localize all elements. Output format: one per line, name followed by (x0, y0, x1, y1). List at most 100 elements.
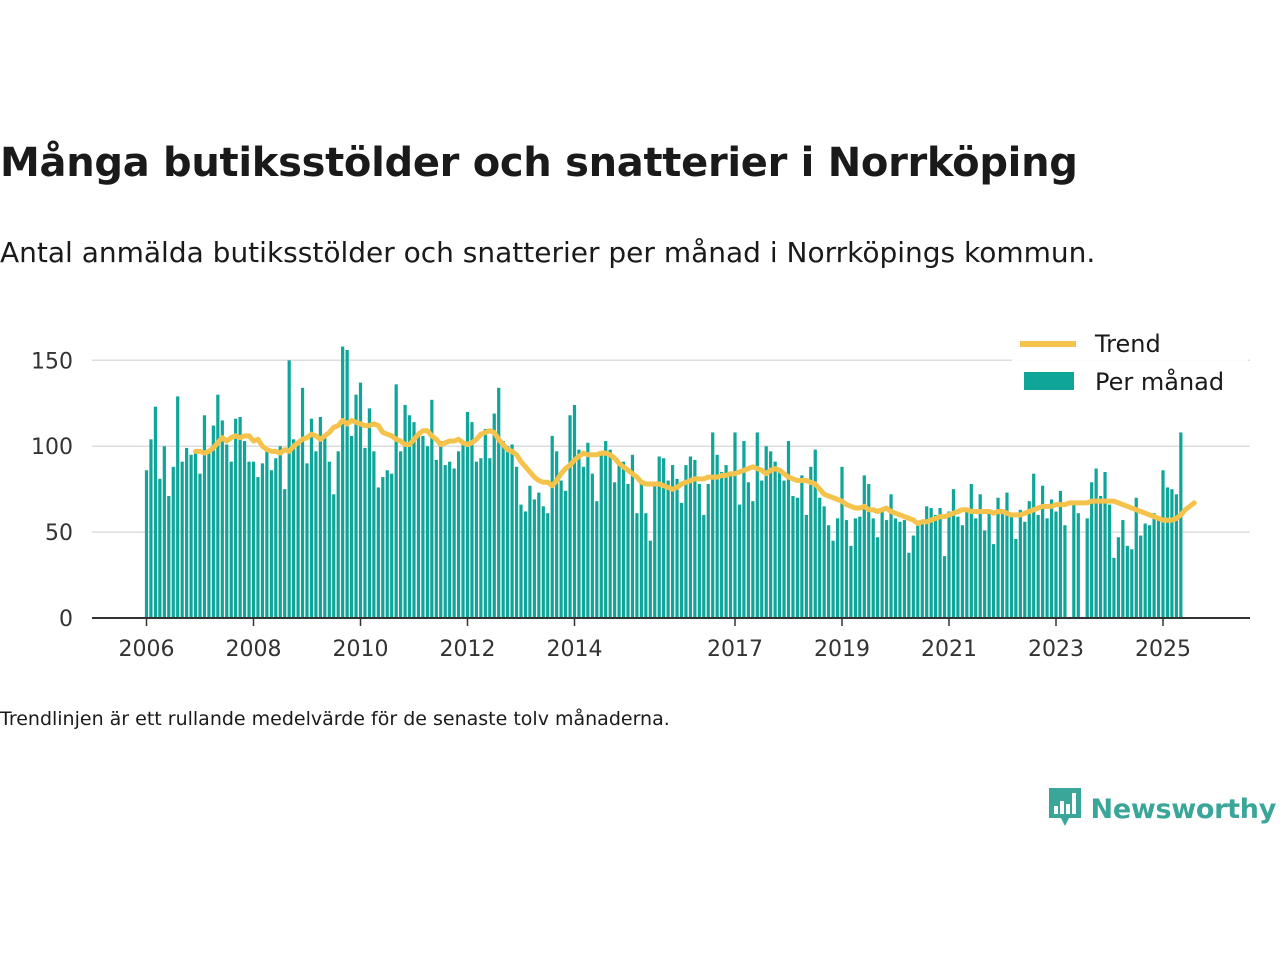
bar (185, 447, 189, 618)
bar (269, 470, 273, 618)
bar (858, 516, 862, 618)
bar (385, 470, 389, 618)
bar (880, 511, 884, 618)
bar (1139, 535, 1143, 618)
bar (256, 477, 260, 618)
bar (193, 451, 198, 618)
bar (925, 506, 929, 618)
bar (653, 484, 657, 618)
bar (773, 461, 777, 618)
bar (795, 497, 800, 618)
bar (336, 451, 340, 618)
bar (991, 544, 996, 618)
bar (403, 404, 407, 618)
bar (483, 429, 487, 618)
bar (314, 451, 318, 618)
bar (506, 446, 510, 618)
bar (283, 489, 287, 618)
bar (876, 537, 880, 618)
bar (581, 466, 586, 618)
x-tick-label: 2023 (1028, 637, 1084, 662)
bar (1090, 482, 1094, 618)
bar (769, 451, 773, 618)
bar (1156, 520, 1161, 618)
bar (416, 434, 421, 618)
bar (153, 406, 158, 618)
bar (265, 447, 269, 618)
bar (501, 441, 505, 618)
bar (225, 444, 229, 618)
bar (630, 454, 635, 618)
bar (176, 396, 180, 618)
bar (425, 446, 429, 618)
bar (300, 387, 305, 618)
bar (853, 518, 857, 618)
bar (323, 434, 327, 618)
bar (983, 530, 987, 618)
bar (1063, 525, 1067, 618)
bar (702, 514, 706, 618)
bar (216, 394, 220, 618)
bar (1054, 511, 1058, 618)
x-tick-label: 2010 (333, 637, 389, 662)
x-tick-label: 2012 (440, 637, 496, 662)
bar (519, 504, 523, 618)
legend: Trend Per månad (1012, 330, 1248, 408)
bar (835, 518, 840, 618)
bar (1143, 523, 1147, 618)
bar (809, 466, 813, 618)
bar (898, 521, 902, 618)
bar (497, 387, 501, 618)
bar (684, 465, 688, 618)
y-tick-label: 50 (45, 521, 73, 546)
x-tick-label: 2019 (814, 637, 870, 662)
bar (942, 556, 947, 618)
bar (1170, 489, 1174, 618)
bar (978, 494, 982, 618)
bar (260, 463, 265, 618)
x-tick-label: 2014 (547, 637, 603, 662)
bar (987, 509, 991, 618)
brand-logo[interactable]: Newsworthy (1047, 786, 1276, 832)
x-tick-label: 2025 (1135, 637, 1191, 662)
bar (934, 514, 938, 618)
bar (862, 475, 866, 618)
bar (590, 473, 594, 618)
bar (229, 461, 233, 618)
bar (1014, 538, 1018, 618)
bar (648, 540, 652, 618)
bar (1023, 521, 1027, 618)
x-tick-label: 2008 (226, 637, 282, 662)
bar (760, 480, 764, 618)
bar (1085, 518, 1089, 618)
y-tick-label: 0 (59, 607, 73, 632)
bar (202, 415, 207, 618)
bar (960, 525, 964, 618)
bar (733, 432, 737, 618)
bar (1165, 487, 1170, 618)
bar (724, 465, 728, 618)
bars (144, 346, 1183, 618)
bar (844, 520, 849, 618)
bar (670, 465, 675, 618)
bar (831, 540, 835, 618)
bar (938, 508, 942, 618)
bar (742, 441, 746, 618)
bar (822, 506, 826, 618)
bar (947, 511, 951, 618)
bar (220, 420, 224, 618)
bar (626, 484, 630, 618)
bar (296, 441, 300, 618)
bar (167, 496, 171, 618)
page-title: Många butiksstölder och snatterier i Nor… (0, 140, 1078, 186)
bar (639, 480, 643, 618)
bar (514, 466, 519, 618)
bar (349, 435, 354, 618)
bar (782, 480, 786, 618)
bar (1094, 468, 1098, 618)
bar (889, 494, 893, 618)
bar (751, 501, 755, 618)
bar (827, 525, 831, 618)
bar (617, 463, 621, 618)
bar (720, 471, 724, 618)
